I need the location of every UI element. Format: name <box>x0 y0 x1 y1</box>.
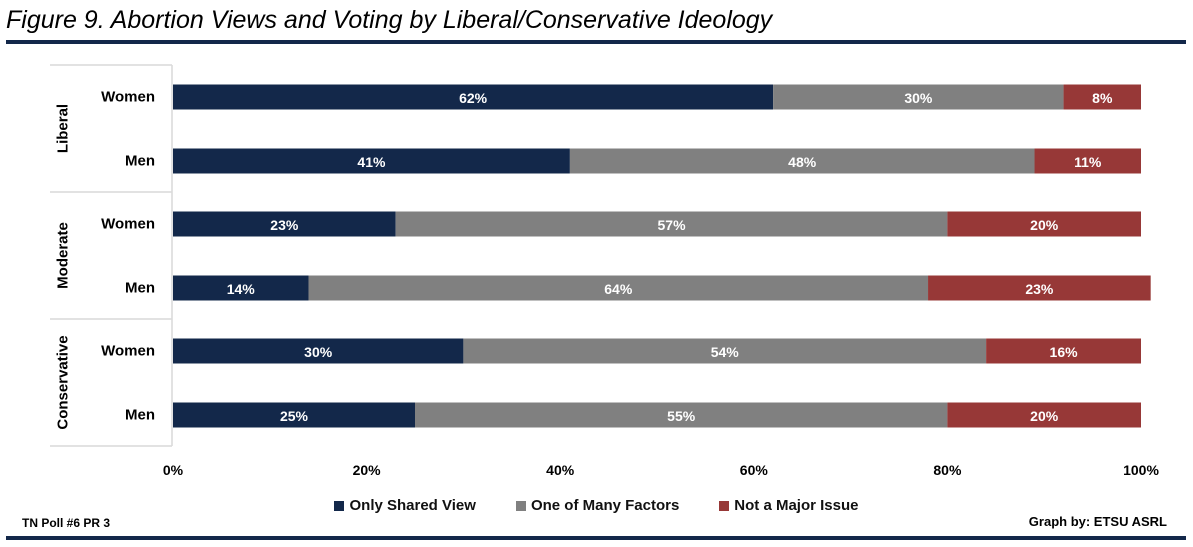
bar-segment <box>569 148 1035 174</box>
x-tick-label: 100% <box>1123 462 1159 478</box>
data-label: 8% <box>1092 90 1113 106</box>
data-label: 41% <box>357 154 386 170</box>
legend-item: Not a Major Issue <box>719 497 859 514</box>
data-label: 20% <box>1030 408 1059 424</box>
data-label: 16% <box>1050 344 1079 360</box>
bar-segment <box>173 338 464 364</box>
bar-segment <box>173 84 774 110</box>
category-label: Women <box>101 216 155 233</box>
source-note: TN Poll #6 PR 3 <box>22 516 111 530</box>
data-label: 48% <box>788 154 817 170</box>
data-label: 11% <box>1074 154 1102 170</box>
legend-swatch <box>334 500 345 511</box>
category-label: Women <box>101 89 155 106</box>
data-label: 20% <box>1030 217 1059 233</box>
legend-label: One of Many Factors <box>530 497 680 514</box>
legend-label: Only Shared View <box>349 497 476 514</box>
data-label: 62% <box>459 90 488 106</box>
bar-segment <box>1063 84 1141 110</box>
bar-segment <box>928 275 1151 301</box>
credit-note: Graph by: ETSU ASRL <box>1028 514 1167 529</box>
bar-segment <box>173 148 570 174</box>
figure-title: Figure 9. Abortion Views and Voting by L… <box>6 6 773 34</box>
legend: Only Shared View One of Many Factors Not a… <box>0 497 1193 514</box>
data-label: 64% <box>604 281 633 297</box>
bar-segment <box>947 211 1141 237</box>
x-tick-label: 40% <box>546 462 575 478</box>
bar-segment <box>986 338 1141 364</box>
bar-segment <box>173 211 396 237</box>
bar-segment <box>463 338 987 364</box>
data-label: 14% <box>227 281 256 297</box>
data-label: 55% <box>667 408 696 424</box>
category-label: Women <box>101 343 155 360</box>
x-tick-label: 60% <box>740 462 769 478</box>
group-label: Moderate <box>55 222 72 289</box>
group-label: Liberal <box>55 104 72 153</box>
data-label: 54% <box>711 344 740 360</box>
bar-segment <box>773 84 1064 110</box>
bar-segment <box>415 402 948 428</box>
x-tick-label: 0% <box>163 462 184 478</box>
data-label: 57% <box>658 217 687 233</box>
title-rule <box>6 40 1186 44</box>
category-label: Men <box>125 153 155 170</box>
x-tick-label: 80% <box>933 462 962 478</box>
bar-segment <box>308 275 929 301</box>
data-label: 30% <box>304 344 333 360</box>
data-label: 30% <box>904 90 933 106</box>
bottom-rule <box>6 536 1186 540</box>
legend-swatch <box>719 500 730 511</box>
category-label: Men <box>125 407 155 424</box>
bar-segment <box>173 275 309 301</box>
bar-segment <box>173 402 415 428</box>
bar-segment <box>395 211 948 237</box>
bar-segment <box>947 402 1141 428</box>
legend-swatch <box>515 500 526 511</box>
data-label: 23% <box>1025 281 1054 297</box>
group-label: Conservative <box>55 335 72 429</box>
data-label: 25% <box>280 408 309 424</box>
data-label: 23% <box>270 217 299 233</box>
bar-segment <box>1034 148 1141 174</box>
category-label: Men <box>125 280 155 297</box>
legend-item: Only Shared View <box>334 497 476 514</box>
x-tick-label: 20% <box>353 462 382 478</box>
legend-item: One of Many Factors <box>515 497 680 514</box>
legend-label: Not a Major Issue <box>734 497 859 514</box>
